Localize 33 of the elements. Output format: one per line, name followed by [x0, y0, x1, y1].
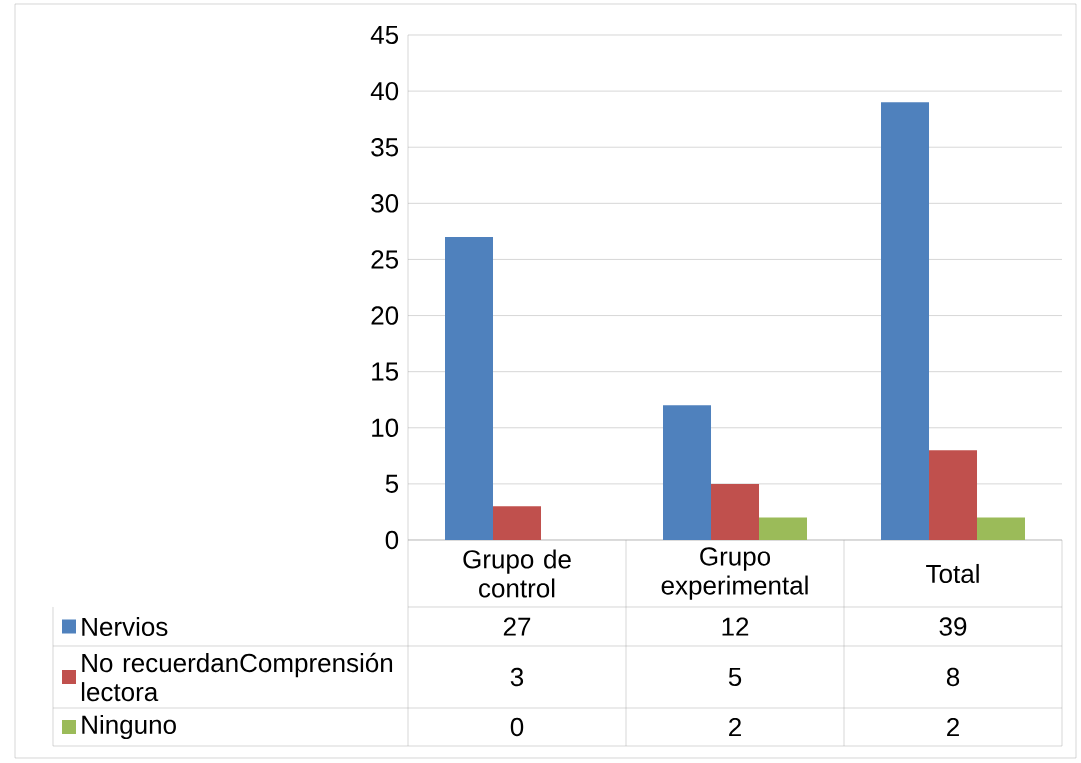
data-label: 27	[503, 617, 531, 636]
y-tick-label: 15	[372, 362, 399, 381]
y-tick-label: 25	[371, 250, 399, 269]
legend-label: Nervios	[82, 616, 168, 637]
data-label: 2	[947, 717, 959, 737]
y-tick-label: 40	[370, 81, 399, 101]
data-label: 39	[939, 617, 967, 636]
y-tick-label: 30	[371, 194, 399, 213]
y-tick-label: 5	[385, 474, 399, 493]
bar	[445, 237, 494, 540]
data-label: 8	[946, 667, 960, 687]
y-tick-label: 35	[371, 138, 399, 157]
y-tick-label: 0	[385, 530, 399, 550]
bar	[881, 102, 930, 540]
bar	[929, 450, 978, 540]
bar	[759, 517, 808, 540]
data-label: 2	[729, 717, 741, 737]
bar	[711, 483, 760, 540]
x-tick-label: Grupo experimental	[661, 547, 808, 600]
x-tick-label: Total	[926, 563, 979, 584]
y-tick-label: 10	[372, 418, 399, 437]
bar	[977, 517, 1026, 540]
data-label: 5	[728, 667, 742, 687]
bar	[493, 506, 542, 540]
data-label: 12	[722, 617, 749, 636]
data-label: 0	[510, 717, 524, 737]
y-tick-label: 45	[370, 25, 399, 45]
x-tick-label: Grupo de control	[463, 549, 571, 598]
legend-label: No recuerdanComprensión lectora	[81, 652, 393, 702]
data-label: 3	[510, 667, 524, 687]
bar	[663, 405, 712, 540]
y-tick-label: 20	[371, 306, 399, 325]
legend-label: Ninguno	[82, 714, 176, 740]
